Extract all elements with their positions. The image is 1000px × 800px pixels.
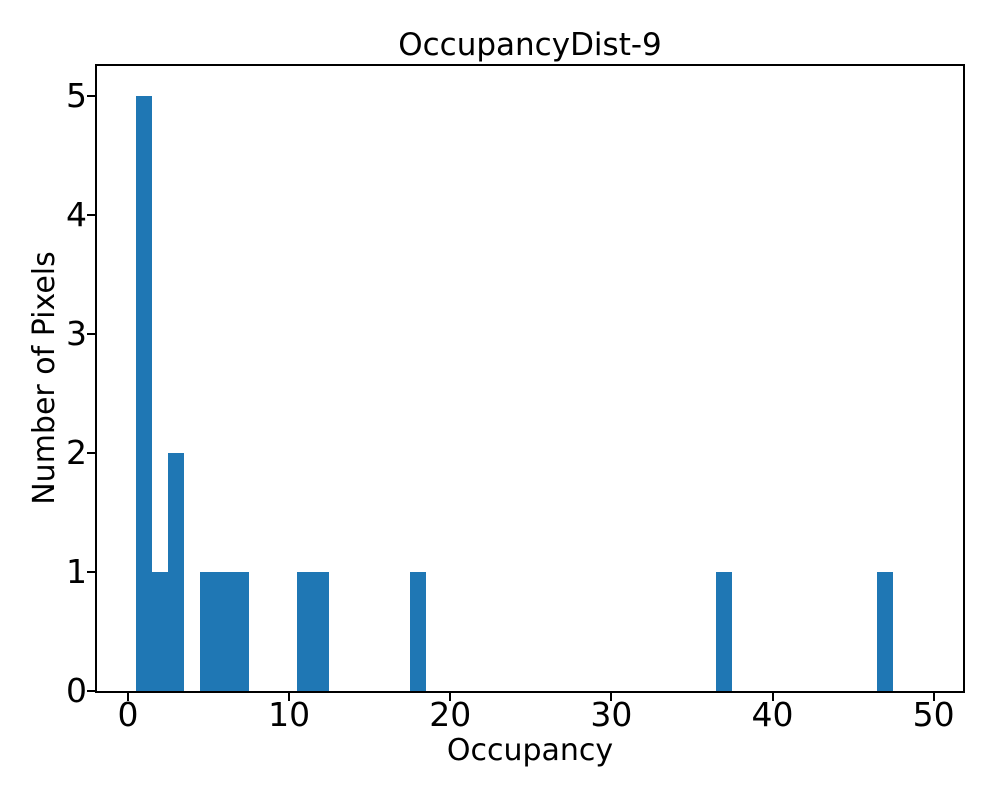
histogram-bar (297, 571, 314, 691)
y-tick-label: 2 (66, 432, 87, 472)
y-axis-label: Number of Pixels (27, 251, 62, 505)
y-tick-mark (87, 451, 95, 454)
histogram-bar (135, 95, 153, 691)
x-tick-mark (771, 693, 774, 701)
y-tick-mark (87, 332, 95, 335)
x-tick-label: 50 (912, 695, 955, 734)
y-tick-mark (87, 570, 95, 573)
y-tick-mark (87, 690, 95, 692)
x-tick-label: 20 (429, 695, 472, 734)
x-tick-label: 30 (590, 695, 633, 734)
x-tick-mark (449, 693, 452, 701)
histogram-bar (216, 571, 233, 691)
y-tick-label: 3 (66, 313, 87, 353)
x-tick-mark (126, 693, 129, 701)
y-tick-label: 1 (66, 551, 87, 591)
x-axis-label: Occupancy (446, 733, 614, 768)
x-tick-mark (288, 693, 291, 701)
y-tick-mark (87, 213, 95, 216)
histogram-bar (168, 452, 185, 691)
histogram-bar (877, 571, 894, 691)
y-tick-label: 0 (66, 671, 87, 710)
histogram-bar (409, 571, 427, 691)
y-tick-label: 4 (66, 194, 87, 234)
y-tick-label: 5 (66, 75, 87, 115)
histogram-bar (313, 571, 330, 691)
x-tick-label: 0 (117, 695, 139, 734)
x-tick-mark (932, 693, 935, 701)
x-tick-mark (610, 693, 613, 701)
x-tick-label: 40 (751, 695, 794, 734)
y-tick-mark (87, 94, 95, 97)
chart-title: OccupancyDist-9 (398, 27, 662, 63)
x-tick-label: 10 (268, 695, 311, 734)
histogram-bar (152, 571, 169, 691)
histogram-bar (232, 571, 249, 691)
histogram-bar (716, 571, 733, 691)
histogram-bar (200, 571, 217, 691)
